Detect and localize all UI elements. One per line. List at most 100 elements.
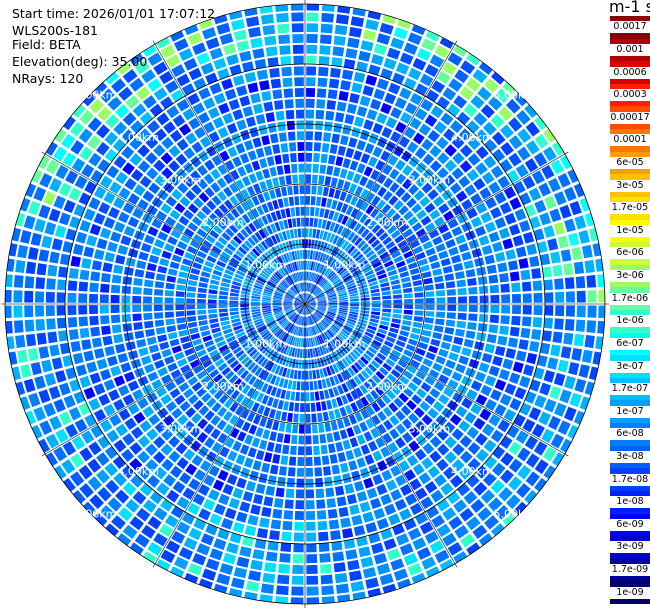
ray-gate: [305, 293, 308, 303]
ray-gate: [99, 175, 113, 189]
ray-gate: [241, 290, 251, 295]
ray-gate: [277, 286, 286, 293]
ray-gate: [221, 382, 231, 392]
ray-gate: [312, 228, 317, 238]
ray-gate: [299, 316, 303, 326]
ray-gate: [274, 376, 281, 387]
ray-gate: [5, 320, 13, 334]
ray-gate: [252, 315, 262, 321]
ray-gate: [322, 356, 328, 366]
ray-gate: [231, 577, 245, 589]
ray-gate: [372, 473, 384, 486]
ray-gate: [365, 349, 375, 359]
ray-gate: [294, 304, 304, 306]
ray-gate: [336, 101, 347, 112]
ray-gate: [113, 399, 126, 412]
ray-gate: [420, 264, 431, 273]
ray-gate: [390, 489, 403, 501]
ray-gate: [54, 370, 67, 383]
ray-gate: [341, 69, 354, 80]
ray-gate: [294, 304, 304, 308]
ray-gate: [359, 501, 371, 513]
ray-gate: [376, 136, 388, 148]
ray-gate: [213, 373, 223, 384]
ray-gate: [101, 272, 111, 283]
ray-gate: [552, 331, 563, 344]
ray-gate: [327, 309, 337, 313]
ray-gate: [127, 193, 140, 205]
ray-gate: [525, 121, 541, 137]
ray-gate: [113, 333, 124, 344]
ray-gate: [275, 257, 283, 266]
ray-gate: [24, 290, 34, 303]
ray-gate: [367, 235, 377, 245]
ray-gate: [237, 266, 247, 274]
ray-gate: [483, 455, 498, 470]
ray-gate: [291, 12, 304, 22]
ray-gate: [428, 254, 439, 263]
ray-gate: [346, 427, 355, 438]
ray-gate: [259, 517, 270, 528]
ray-gate: [104, 462, 119, 477]
ray-gate: [287, 335, 293, 345]
ray-gate: [160, 549, 176, 564]
ray-gate: [265, 485, 276, 496]
ray-gate: [595, 258, 604, 272]
ray-gate: [407, 562, 423, 576]
ray-gate: [305, 305, 309, 315]
ray-gate: [285, 109, 295, 120]
ray-gate: [518, 258, 529, 269]
ray-gate: [61, 133, 76, 149]
ray-gate: [180, 364, 191, 374]
ray-gate: [335, 349, 343, 359]
ray-gate: [424, 222, 436, 233]
ray-gate: [165, 401, 178, 413]
ray-gate: [209, 229, 220, 239]
ray-gate: [390, 107, 403, 119]
ray-gate: [177, 323, 187, 331]
ray-gate: [110, 294, 120, 304]
ray-gate: [192, 493, 206, 506]
ray-gate: [265, 213, 273, 224]
ray-gate: [333, 262, 341, 271]
ray-gate: [358, 546, 371, 558]
ray-gate: [183, 57, 198, 71]
ray-gate: [145, 271, 155, 280]
ray-gate: [311, 326, 315, 336]
ray-gate: [229, 307, 239, 312]
colorbar-tick-label: 3e-08: [610, 451, 650, 463]
ray-gate: [306, 564, 318, 574]
ray-gate: [458, 304, 467, 312]
ray-gate: [349, 308, 359, 313]
ray-gate: [306, 299, 315, 304]
ray-gate: [280, 389, 287, 399]
ray-gate: [491, 148, 506, 163]
ray-gate: [339, 429, 348, 440]
ray-gate: [69, 471, 85, 487]
ray-gate: [274, 365, 281, 375]
ray-gate: [252, 287, 262, 293]
ray-gate: [505, 348, 517, 359]
ray-gate: [281, 319, 289, 327]
ray-gate: [331, 57, 343, 68]
ray-gate: [425, 247, 436, 257]
ray-gate: [118, 86, 133, 101]
ray-gate: [199, 245, 210, 254]
ray-gate: [333, 280, 343, 287]
ray-gate: [170, 229, 182, 239]
ray-gate: [395, 186, 406, 198]
ray-gate: [352, 250, 361, 260]
ray-gate: [541, 266, 552, 278]
ray-gate: [294, 88, 304, 98]
ray-gate: [232, 521, 245, 534]
ray-gate: [188, 478, 201, 491]
ray-gate: [310, 391, 315, 402]
ray-gate: [386, 208, 397, 219]
ray-gate: [500, 124, 514, 139]
ray-gate: [145, 152, 158, 165]
ray-gate: [273, 310, 283, 314]
ray-gate: [320, 574, 333, 585]
ray-gate: [298, 261, 302, 270]
ray-gate: [269, 248, 277, 257]
ray-gate: [393, 255, 404, 264]
